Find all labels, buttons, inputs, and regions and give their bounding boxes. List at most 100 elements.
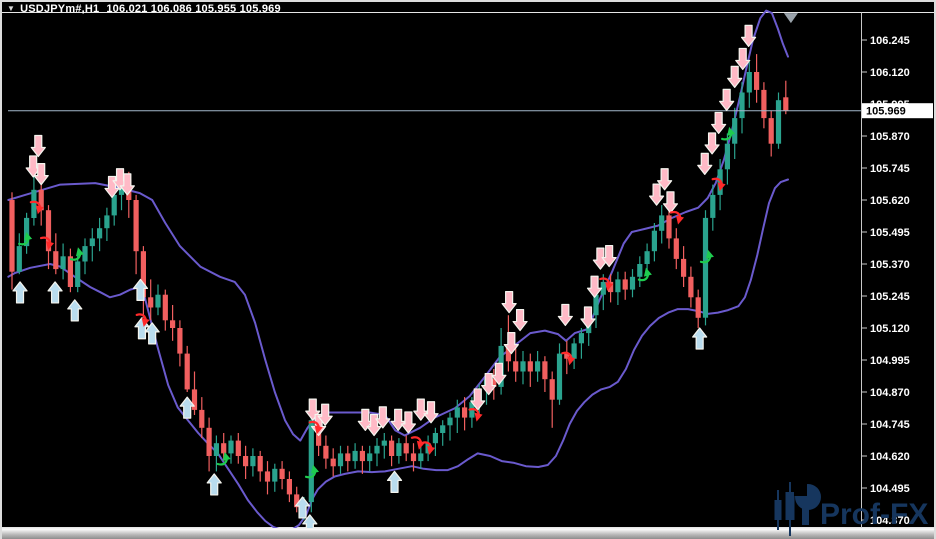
watermark-candle-body <box>774 500 782 520</box>
sell-arrow-icon <box>697 152 713 175</box>
mini-down-arrow-icon <box>135 313 147 320</box>
mini-up-arrow-icon <box>311 464 320 474</box>
chart-ohlc-values: 106.021 106.086 105.955 105.969 <box>106 3 281 15</box>
price-tick-label: 104.995 <box>870 355 910 367</box>
chart-title-bar: ▼ USDJPYm#,H1 106.021 106.086 105.955 105.… <box>7 3 281 15</box>
sell-arrow-icon <box>735 47 751 71</box>
sell-arrow-icon <box>601 244 617 268</box>
sell-arrow-icon <box>719 88 735 111</box>
watermark-logo-stem <box>802 497 809 525</box>
sell-arrow-icon <box>740 24 757 47</box>
mini-down-arrow-icon <box>474 412 483 422</box>
sell-arrow-icon <box>501 291 517 314</box>
mini-down-arrow-icon <box>561 351 573 359</box>
price-tick-label: 104.495 <box>870 483 910 495</box>
mini-up-arrow-icon <box>727 126 736 136</box>
buy-arrow-icon <box>692 327 708 350</box>
mini-up-arrow-icon <box>699 256 712 264</box>
sell-arrow-icon <box>648 183 665 206</box>
mini-up-arrow-icon <box>69 254 82 261</box>
price-tick-label: 104.745 <box>870 419 910 431</box>
bottom-scroll-strip[interactable] <box>0 528 936 539</box>
mini-up-arrow-icon <box>75 247 84 257</box>
price-tick-label: 105.870 <box>870 131 910 143</box>
mini-up-arrow-icon <box>216 458 228 466</box>
sell-arrow-icon <box>30 134 46 158</box>
watermark-text: Prof-FX <box>820 498 928 531</box>
mini-down-arrow-icon <box>468 408 480 415</box>
buy-arrow-icon <box>179 396 195 419</box>
watermark-logo-notch <box>794 483 807 496</box>
price-tick-label: 105.495 <box>870 227 910 239</box>
mini-down-arrow-icon <box>599 277 611 285</box>
window-border-right <box>934 0 936 539</box>
current-price-label: 105.969 <box>862 103 933 119</box>
mini-down-arrow-icon <box>427 445 436 455</box>
sell-arrow-icon <box>704 132 720 155</box>
buy-arrow-icon <box>206 473 222 496</box>
price-tick-label: 104.620 <box>870 451 910 463</box>
mini-down-arrow-icon <box>421 441 433 448</box>
sell-arrow-icon <box>491 362 507 385</box>
sell-arrow-icon <box>586 275 603 298</box>
buy-arrow-icon <box>47 281 63 304</box>
mini-up-arrow-icon <box>222 452 231 461</box>
mini-down-arrow-icon <box>676 215 685 225</box>
mini-down-arrow-icon <box>39 236 52 244</box>
mini-up-arrow-icon <box>304 471 317 479</box>
mini-up-arrow-icon <box>637 274 650 282</box>
sell-arrow-icon <box>711 111 727 135</box>
top-marker-icon <box>783 13 798 24</box>
candles <box>9 54 789 520</box>
price-tick-label: 105.745 <box>870 163 910 175</box>
symbol-dropdown-icon[interactable]: ▼ <box>7 4 16 13</box>
mini-down-arrow-icon <box>35 205 44 215</box>
watermark-candle-body <box>785 492 795 520</box>
mini-down-arrow-icon <box>567 356 576 366</box>
mini-down-arrow-icon <box>410 436 422 443</box>
price-tick-label: 104.870 <box>870 387 910 399</box>
sell-arrow-icon <box>657 168 673 191</box>
sell-arrow-icon <box>470 388 486 411</box>
sell-arrow-icon <box>580 306 596 329</box>
sell-arrow-icon <box>557 303 573 327</box>
svg-text:105.969: 105.969 <box>866 106 906 118</box>
price-tick-label: 105.620 <box>870 195 910 207</box>
sell-arrow-icon <box>503 332 519 355</box>
mini-down-arrow-icon <box>717 182 726 192</box>
sell-arrow-icon <box>400 411 416 434</box>
sell-arrow-icon <box>375 406 391 429</box>
sell-arrows-group <box>25 24 757 437</box>
broker-watermark: Prof-FX <box>774 482 928 536</box>
mini-up-arrow-icon <box>705 249 714 259</box>
sell-arrow-icon <box>33 163 49 186</box>
mini-down-arrow-icon <box>605 282 614 292</box>
bollinger-upper-band <box>7 9 789 442</box>
sell-arrow-icon <box>413 398 429 421</box>
mini-down-arrow-icon <box>711 177 723 185</box>
mini-arrows-group <box>18 126 736 479</box>
buy-arrow-icon <box>144 322 160 345</box>
price-tick-label: 104.370 <box>870 515 910 527</box>
price-axis[interactable]: 106.245106.120105.995105.870105.745105.6… <box>861 12 934 528</box>
buy-arrow-icon <box>132 278 149 301</box>
mini-down-arrow-icon <box>308 420 320 428</box>
sell-arrow-icon <box>317 403 333 426</box>
chart-symbol-period: USDJPYm#,H1 <box>20 3 100 15</box>
sell-arrow-icon <box>512 308 528 332</box>
sell-arrow-icon <box>119 173 135 196</box>
window-border-left <box>0 0 2 539</box>
mini-up-arrow-icon <box>721 133 733 141</box>
window-border-top <box>0 0 936 2</box>
mini-up-arrow-icon <box>24 231 33 241</box>
buy-arrow-icon <box>294 496 311 519</box>
buy-arrow-icon <box>12 281 28 304</box>
buy-arrow-icon <box>386 470 403 493</box>
buy-arrows-group <box>12 278 708 537</box>
sell-arrow-icon <box>727 65 743 88</box>
price-tick-label: 106.245 <box>870 35 910 47</box>
price-tick-label: 106.120 <box>870 67 910 79</box>
buy-arrow-icon <box>67 299 83 322</box>
